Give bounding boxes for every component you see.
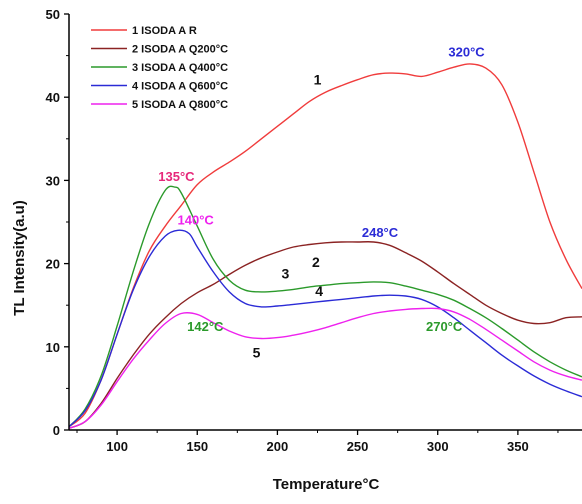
axes: 100 150 200 250 300 350 0 10 20 30 40 50 [46, 7, 582, 454]
y-tick-label: 20 [46, 257, 60, 272]
peak-annotation: 142°C [187, 319, 224, 334]
x-axis-title: Temperature°C [273, 476, 380, 493]
legend-entry-1: 1 ISODA A R [132, 25, 197, 37]
y-axis-title: TL Intensity(a.u) [11, 200, 28, 316]
legend: 1 ISODA A R 2 ISODA A Q200°C 3 ISODA A Q40… [91, 25, 228, 111]
legend-entry-2: 2 ISODA A Q200°C [132, 44, 228, 56]
x-tick-label: 200 [267, 439, 289, 454]
y-tick-label: 0 [53, 423, 60, 438]
curve-number-label-2: 2 [312, 254, 320, 270]
series-line-5 [68, 307, 582, 429]
legend-entry-5: 5 ISODA A Q800°C [132, 99, 228, 111]
y-tick-label: 50 [46, 7, 60, 22]
peak-annotation: 140°C [178, 212, 215, 227]
curve-number-label-5: 5 [253, 345, 261, 361]
curve-number-label-3: 3 [282, 266, 290, 282]
peak-annotation: 248°C [362, 225, 399, 240]
peak-annotation: 270°C [426, 319, 463, 334]
peak-annotation: 320°C [448, 44, 485, 59]
y-tick-label: 40 [46, 90, 60, 105]
x-tick-label: 100 [106, 439, 128, 454]
y-tick-label: 30 [46, 173, 60, 188]
series-line-4 [68, 229, 582, 428]
series-line-1 [68, 63, 582, 428]
legend-entry-3: 3 ISODA A Q400°C [132, 62, 228, 74]
legend-entry-4: 4 ISODA A Q600°C [132, 81, 228, 93]
x-tick-label: 350 [507, 439, 529, 454]
series-line-3 [68, 185, 582, 428]
plot-area: 1 2 3 4 5 320°C 135°C 140°C 248°C 142°C 270°C [68, 44, 582, 429]
x-tick-label: 150 [186, 439, 208, 454]
curve-number-label-4: 4 [315, 283, 323, 299]
peak-annotation: 135°C [158, 169, 195, 184]
curve-number-label-1: 1 [314, 72, 322, 88]
series-line-2 [68, 241, 582, 429]
x-tick-label: 250 [347, 439, 369, 454]
y-tick-label: 10 [46, 340, 60, 355]
x-tick-label: 300 [427, 439, 449, 454]
